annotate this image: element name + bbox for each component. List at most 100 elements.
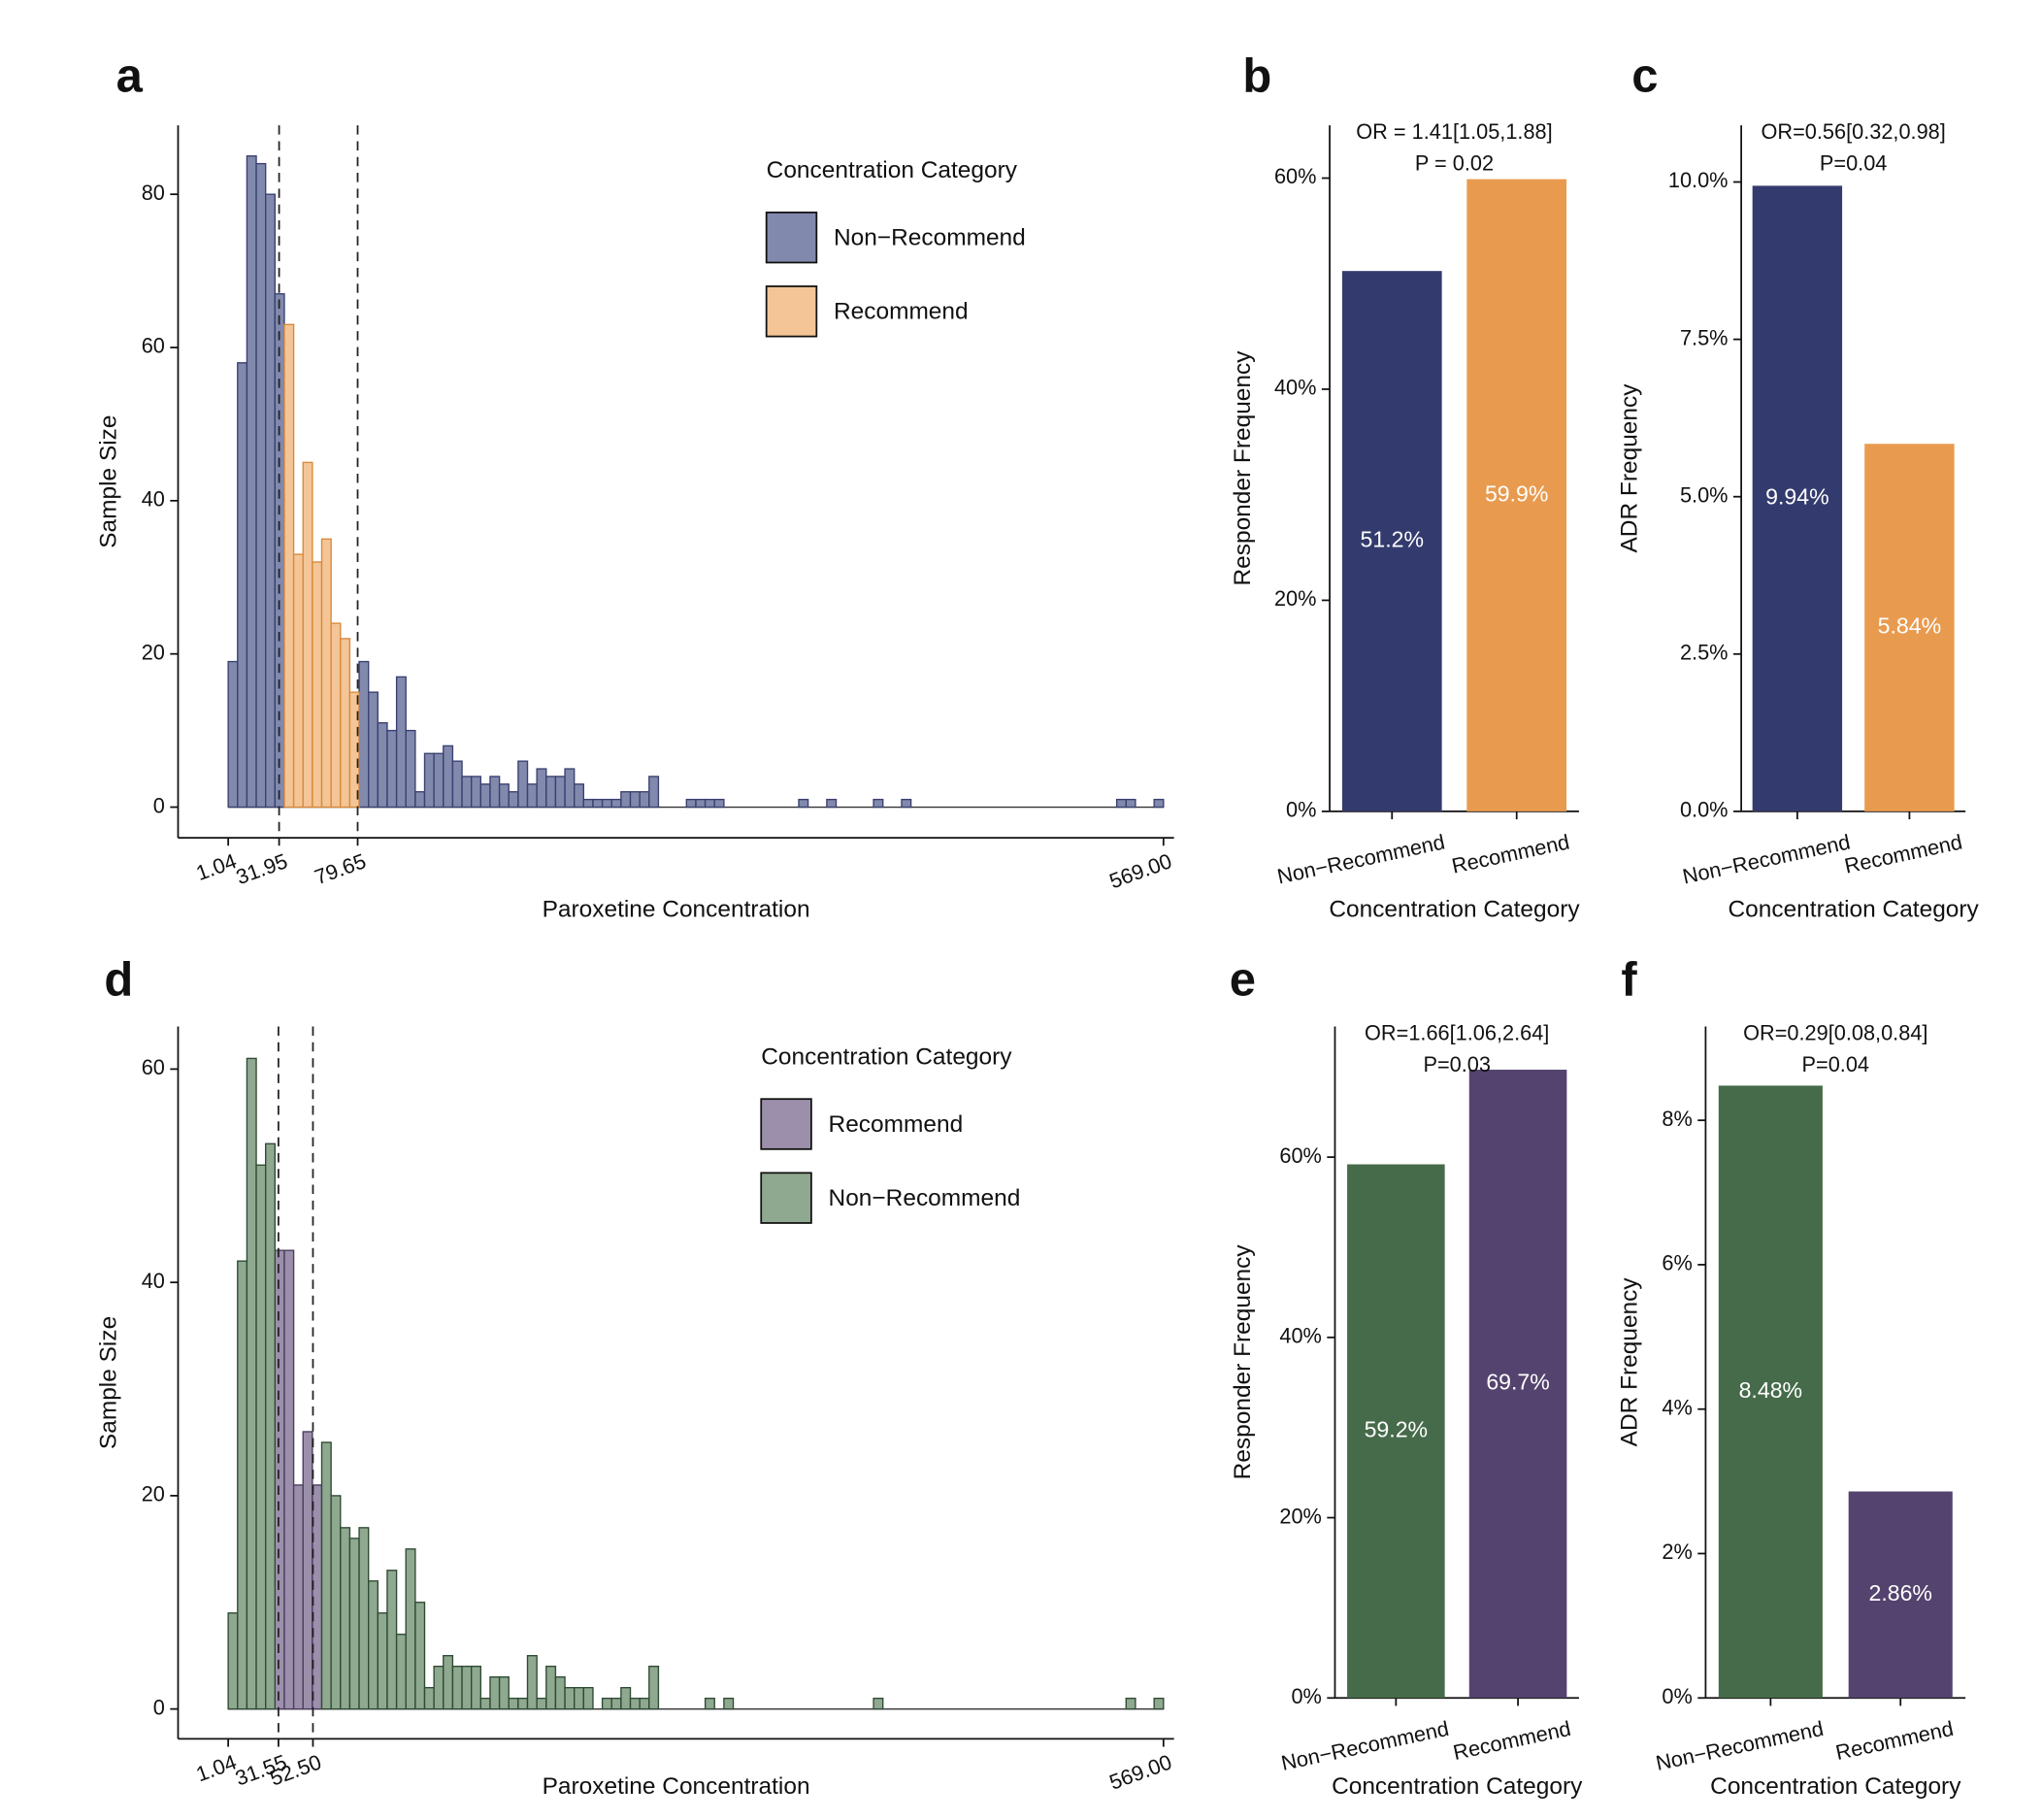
histogram-bar <box>405 729 416 809</box>
x-axis-label: Paroxetine Concentration <box>543 1773 810 1800</box>
histogram-bar <box>545 1666 557 1710</box>
histogram-bar <box>517 760 529 809</box>
bar <box>1864 444 1955 811</box>
histogram-bar <box>377 722 388 809</box>
y-tick-label: 0.0% <box>1680 798 1729 822</box>
value-label: 59.2% <box>1365 1417 1428 1442</box>
histogram-bar <box>620 791 632 809</box>
panel: d Paroxetine Concentration Sample Size 0 20 4… <box>95 954 1174 1801</box>
histogram-bar <box>386 1570 398 1710</box>
annotation: OR = 1.41[1.05,1.88] <box>1356 119 1552 144</box>
histogram-bar <box>395 676 407 809</box>
panel-label: e <box>1230 954 1256 1007</box>
histogram-bar <box>695 798 707 809</box>
histogram-bar <box>358 660 370 809</box>
histogram-bar <box>1115 798 1127 809</box>
histogram-bar <box>479 783 491 809</box>
histogram-bar <box>423 1686 435 1710</box>
y-tick-label: 7.5% <box>1680 325 1729 349</box>
histogram-bar <box>340 1527 351 1710</box>
histogram-bar <box>582 1686 594 1710</box>
histogram-bar <box>292 553 304 809</box>
histogram-bar <box>283 323 295 809</box>
histogram-bar <box>901 798 912 809</box>
histogram-bar <box>414 791 426 809</box>
x-tick-label: 31.95 <box>233 848 291 889</box>
legend-swatch <box>760 1172 812 1224</box>
x-tick-label: Non−Recommend <box>1275 830 1447 889</box>
legend-title: Concentration Category <box>767 157 1018 183</box>
panel-label: a <box>116 50 144 102</box>
panel-label: b <box>1242 50 1271 102</box>
histogram-bar <box>489 776 501 809</box>
y-tick-label: 40% <box>1274 376 1317 400</box>
histogram-bar <box>461 1666 473 1710</box>
histogram-bar <box>433 752 445 809</box>
histogram-bar <box>274 1249 285 1710</box>
histogram-bar <box>320 538 332 809</box>
histogram-bar <box>873 1697 884 1710</box>
histogram-bar <box>554 776 566 809</box>
histogram-bar <box>639 791 650 809</box>
legend-label: Recommend <box>829 1111 964 1138</box>
histogram-bar <box>368 1580 379 1710</box>
y-axis-label: ADR Frequency <box>1616 1277 1642 1447</box>
histogram-bar <box>414 1602 426 1710</box>
histogram-bar <box>592 798 604 809</box>
legend-label: Recommend <box>834 299 969 325</box>
histogram-bar <box>873 798 884 809</box>
histogram-bar <box>554 1675 566 1710</box>
value-label: 5.84% <box>1878 613 1941 639</box>
histogram-bar <box>451 760 463 809</box>
legend-swatch <box>760 1098 812 1150</box>
y-tick-label: 2% <box>1662 1539 1692 1564</box>
histogram-bar <box>377 1612 388 1710</box>
y-tick-label: 0% <box>1291 1684 1321 1708</box>
y-tick-label: 10.0% <box>1668 168 1729 192</box>
histogram-bar <box>610 798 622 809</box>
histogram-bar <box>433 1666 445 1710</box>
histogram-bar <box>826 798 838 809</box>
x-tick-label: Recommend <box>1842 830 1964 878</box>
histogram-bar <box>536 768 547 809</box>
panel: a Paroxetine Concentration Sample Size 0 20 4… <box>95 50 1174 922</box>
histogram-bar <box>348 1538 360 1710</box>
legend-label: Non−Recommend <box>829 1185 1021 1211</box>
histogram-bar <box>508 791 519 809</box>
histogram-bar <box>246 155 257 809</box>
histogram-bar <box>302 1431 313 1710</box>
histogram-bar <box>451 1666 463 1710</box>
bar <box>1466 179 1567 811</box>
histogram-bar <box>704 1697 715 1710</box>
histogram-bar <box>443 745 454 809</box>
value-label: 59.9% <box>1485 480 1548 506</box>
histogram-bar <box>564 1686 576 1710</box>
x-tick-label: 79.65 <box>312 848 370 889</box>
histogram-bar <box>265 1142 277 1710</box>
y-tick-label: 60 <box>142 1055 165 1079</box>
bar <box>1468 1070 1567 1699</box>
histogram-bar <box>620 1686 632 1710</box>
x-axis-label: Concentration Category <box>1332 1773 1583 1800</box>
histogram-bar <box>340 638 351 809</box>
y-tick-label: 0% <box>1662 1684 1692 1708</box>
y-axis-label: Sample Size <box>95 1316 121 1449</box>
histogram-bar <box>386 729 398 809</box>
histogram-bar <box>723 1697 735 1710</box>
legend-swatch <box>765 211 818 264</box>
histogram-bar <box>601 798 612 809</box>
histogram-bar <box>582 798 594 809</box>
histogram-bar <box>479 1697 491 1710</box>
x-tick-label: Recommend <box>1450 830 1572 878</box>
y-tick-label: 5.0% <box>1680 482 1729 507</box>
panel: b Concentration Category Responder Frequen… <box>1230 50 1580 922</box>
histogram-bar <box>395 1634 407 1710</box>
histogram-bar <box>1125 798 1136 809</box>
histogram-bar <box>265 193 277 809</box>
y-tick-label: 0% <box>1286 798 1316 822</box>
y-tick-label: 2.5% <box>1680 641 1729 665</box>
histogram-bar <box>648 1666 660 1710</box>
x-axis-label: Concentration Category <box>1729 896 1980 922</box>
histogram-bar <box>330 1495 342 1710</box>
